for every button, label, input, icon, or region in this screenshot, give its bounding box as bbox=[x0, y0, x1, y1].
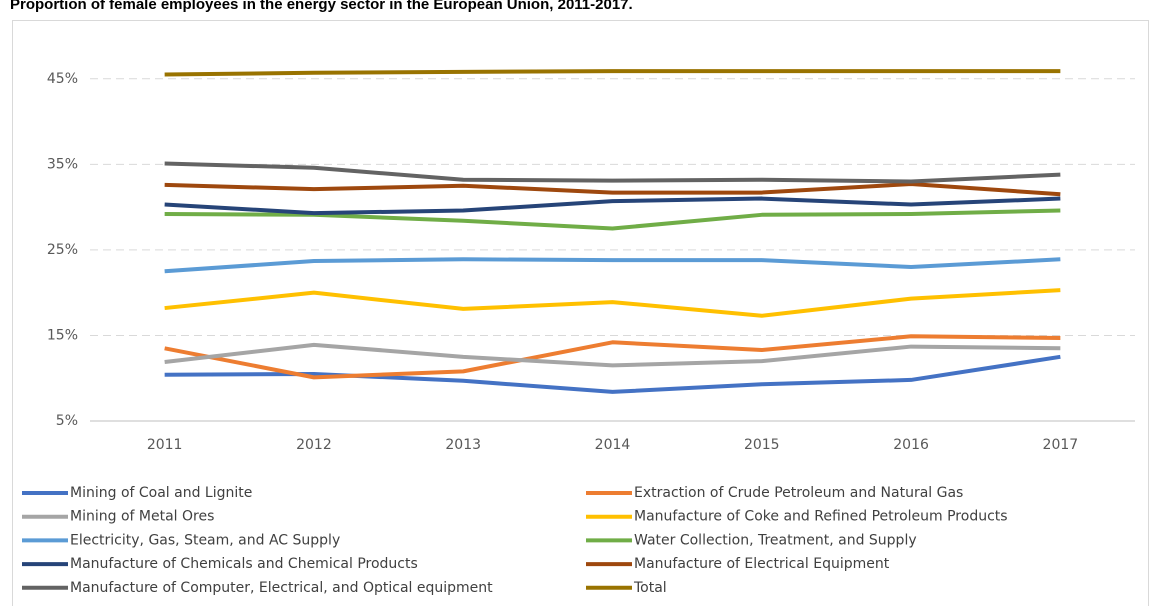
chart-title: Proportion of female employees in the en… bbox=[10, 0, 633, 13]
series-line bbox=[164, 69, 1061, 77]
legend-label: Extraction of Crude Petroleum and Natura… bbox=[634, 485, 963, 501]
x-tick-label: 2015 bbox=[744, 437, 780, 453]
series-line bbox=[164, 182, 1061, 197]
legend-label: Water Collection, Treatment, and Supply bbox=[634, 532, 917, 548]
x-tick-label: 2016 bbox=[893, 437, 929, 453]
series-line bbox=[164, 257, 1061, 274]
x-tick-label: 2011 bbox=[147, 437, 183, 453]
legend-label: Manufacture of Coke and Refined Petroleu… bbox=[634, 509, 1008, 525]
series-line bbox=[164, 354, 1061, 394]
legend: Mining of Coal and Lignite Extraction of … bbox=[22, 485, 1008, 596]
y-tick-label: 15% bbox=[47, 327, 78, 343]
legend-label: Manufacture of Chemicals and Chemical Pr… bbox=[70, 556, 418, 572]
legend-label: Manufacture of Computer, Electrical, and… bbox=[70, 580, 493, 596]
chart-border bbox=[12, 20, 1149, 606]
series-line bbox=[164, 334, 1061, 380]
y-tick-label: 45% bbox=[47, 71, 78, 87]
x-tick-label: 2017 bbox=[1043, 437, 1079, 453]
series-line bbox=[164, 161, 1061, 184]
legend-label: Electricity, Gas, Steam, and AC Supply bbox=[70, 532, 340, 548]
x-tick-label: 2012 bbox=[296, 437, 332, 453]
y-tick-label: 25% bbox=[47, 242, 78, 258]
x-tick-label: 2014 bbox=[595, 437, 631, 453]
series-line bbox=[164, 196, 1061, 216]
series-line bbox=[164, 288, 1061, 318]
legend-label: Mining of Metal Ores bbox=[70, 509, 214, 525]
x-tick-label: 2013 bbox=[445, 437, 481, 453]
legend-label: Mining of Coal and Lignite bbox=[70, 485, 252, 501]
legend-label: Manufacture of Electrical Equipment bbox=[634, 556, 890, 572]
y-tick-label: 35% bbox=[47, 156, 78, 172]
legend-label: Total bbox=[633, 580, 667, 596]
y-tick-label: 5% bbox=[56, 413, 78, 429]
series-line bbox=[164, 342, 1061, 368]
